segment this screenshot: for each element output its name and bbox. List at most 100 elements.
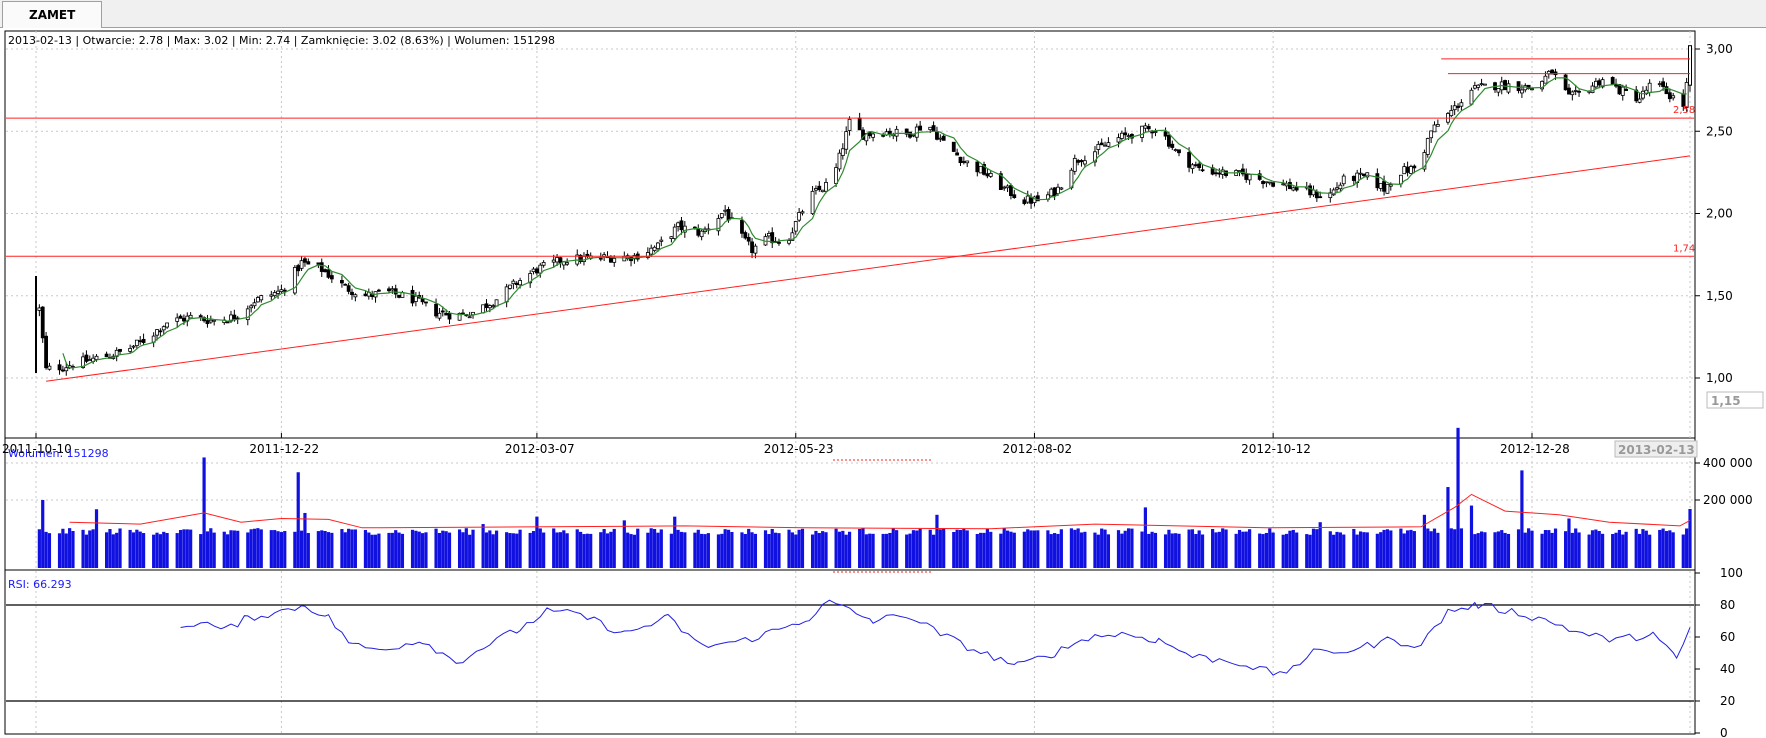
volume-bar (273, 530, 277, 568)
price-candle-body (1244, 173, 1249, 180)
volume-bar (975, 533, 979, 568)
price-candle-body (1096, 144, 1101, 150)
volume-bar (753, 533, 758, 568)
price-candle-body (582, 256, 586, 262)
volume-bar (1130, 528, 1134, 568)
volume-bar (1288, 530, 1292, 568)
volume-bar (1459, 528, 1463, 568)
price-candle-body (141, 338, 146, 343)
price-candle-body (128, 348, 133, 352)
volume-bar (94, 509, 99, 568)
price-candle-body (1012, 194, 1017, 199)
price-candle-body (60, 369, 65, 372)
price-candle-body (198, 315, 203, 318)
price-candle-body (1193, 164, 1198, 167)
volume-bar (1402, 533, 1406, 568)
cursor-price-box (1706, 391, 1764, 409)
price-candle-body (1076, 160, 1081, 163)
price-candle-body (323, 269, 328, 273)
price-candle-body (276, 290, 280, 294)
volume-bar (1076, 528, 1080, 568)
chart-area: 2,58 1,74 2011-10-10 2011-12-22 2012-03-07 2… (0, 28, 1766, 738)
volume-bar (508, 533, 512, 568)
price-candle-body (834, 167, 839, 184)
volume-bar (1479, 531, 1484, 568)
volume-bar (1436, 532, 1440, 568)
volume-bar (652, 528, 657, 568)
volume-bar (700, 533, 704, 568)
price-candle-body (820, 189, 825, 193)
price-candle-body (296, 265, 301, 272)
volume-bar (656, 532, 660, 568)
volume-bar (373, 534, 378, 568)
volume-bar (1103, 529, 1107, 568)
volume-bar (1315, 529, 1319, 568)
price-candle-body (484, 303, 489, 309)
volume-bar (162, 531, 166, 568)
volume-bar (1022, 531, 1026, 568)
price-panel-frame (4, 30, 1696, 439)
volume-bar (410, 529, 415, 568)
volume-bar (377, 533, 381, 568)
volume-bar (1167, 529, 1171, 568)
volume-bar (1409, 529, 1413, 568)
volume-bar (1305, 534, 1309, 568)
price-candle-body (1079, 160, 1084, 163)
price-candle-body (676, 222, 681, 227)
price-candle-body (205, 320, 210, 325)
price-candle-body (1200, 169, 1205, 172)
volume-bar (1449, 528, 1453, 568)
price-tick-label: 3,00 (1706, 42, 1733, 56)
price-candle-body (750, 241, 754, 254)
price-candle-body (1422, 152, 1427, 170)
price-candle-body (1375, 173, 1380, 189)
price-candle-body (938, 137, 943, 140)
price-candle-body (504, 286, 509, 303)
volume-bar (605, 533, 610, 568)
price-candle-body (1217, 172, 1222, 175)
volume-bar (696, 529, 700, 568)
volume-bar (279, 532, 284, 568)
price-candle-body (508, 284, 512, 289)
price-candle-body (1059, 187, 1064, 190)
price-candle-body (1624, 88, 1629, 91)
volume-bar (1053, 533, 1057, 568)
price-candle-body (740, 220, 744, 234)
price-candle-body (175, 317, 180, 322)
volume-bar (535, 516, 539, 568)
volume-bar (437, 532, 442, 568)
tab-zamet[interactable]: ZAMET (2, 1, 103, 28)
x-tick-label: 2011-12-22 (249, 442, 319, 456)
volume-bar (834, 528, 838, 568)
price-candle-body (672, 226, 677, 239)
volume-bar (1083, 531, 1087, 568)
price-candle-body (982, 164, 986, 175)
price-candle-body (918, 125, 923, 131)
volume-bar (1170, 533, 1174, 568)
price-layer: 2,58 1,74 (6, 45, 1695, 573)
volume-bar (891, 528, 895, 568)
volume-bar (1355, 534, 1359, 568)
price-candle-body (770, 232, 775, 244)
rsi-line (180, 599, 1691, 676)
volume-bar (958, 530, 963, 568)
volume-bar (740, 532, 744, 568)
volume-bar (424, 532, 428, 568)
price-candle-body (551, 259, 556, 263)
volume-bar (1614, 532, 1618, 568)
volume-bar (84, 534, 89, 568)
price-candle-body (766, 233, 771, 237)
price-candle-body (961, 161, 966, 163)
volume-bar (1059, 529, 1063, 568)
volume-bar (340, 529, 344, 568)
volume-bar (1570, 532, 1574, 568)
price-candle-body (316, 262, 321, 265)
volume-bar (141, 533, 146, 568)
volume-bar (1328, 531, 1332, 568)
volume-bar (464, 528, 468, 568)
price-candle-body (447, 312, 452, 320)
chart-svg[interactable]: 2,581,74 2011-10-10 2011-12-22 2012-03-07 2… (0, 28, 1766, 738)
trendline (46, 155, 1691, 382)
volume-bar (226, 534, 230, 568)
price-candle-body (1456, 105, 1460, 108)
